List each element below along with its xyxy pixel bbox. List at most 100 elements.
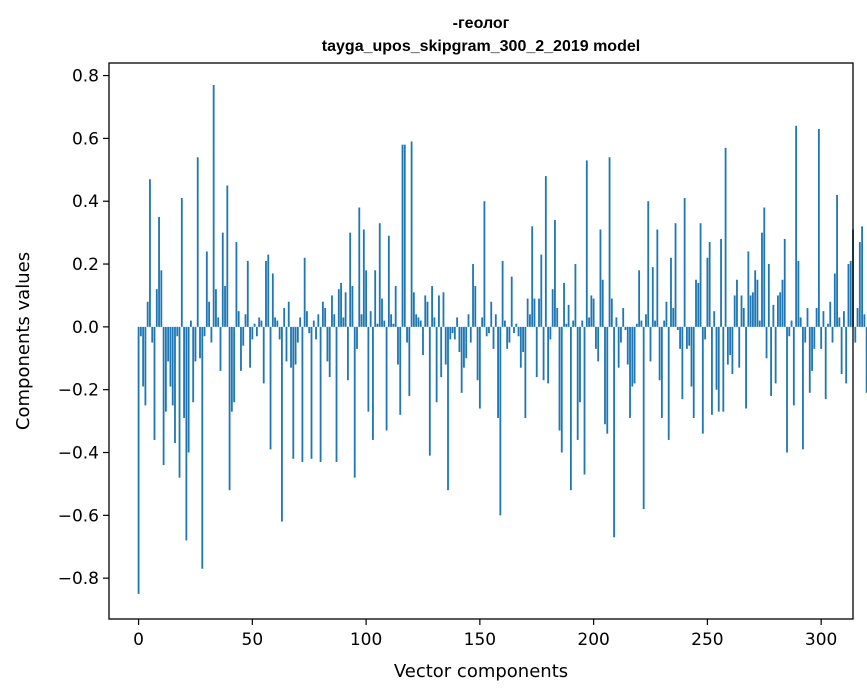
bar-267	[745, 326, 747, 409]
bar-110	[387, 235, 390, 327]
bar-176	[538, 298, 540, 327]
bar-184	[556, 308, 559, 327]
bar-52	[255, 326, 258, 337]
bar-180	[547, 326, 550, 384]
bar-152	[483, 201, 486, 327]
bar-230	[660, 326, 663, 418]
bar-121	[412, 292, 415, 327]
bar-92	[346, 326, 349, 381]
bar-44	[237, 311, 240, 327]
bar-80	[319, 326, 322, 462]
x-tick-label: 0	[133, 630, 144, 650]
bar-276	[765, 326, 768, 359]
bar-201	[594, 326, 597, 349]
bar-94	[351, 286, 354, 327]
bar-67	[290, 326, 292, 368]
bar-89	[340, 282, 342, 327]
bar-295	[808, 326, 811, 393]
bar-87	[335, 326, 338, 462]
bar-277	[767, 264, 770, 327]
bar-202	[597, 326, 600, 362]
bar-82	[324, 308, 327, 327]
bar-286	[788, 326, 791, 337]
bar-215	[626, 326, 629, 365]
bar-134	[442, 292, 445, 327]
bar-250	[706, 257, 709, 327]
bar-124	[419, 320, 422, 327]
bar-40	[228, 326, 231, 491]
bar-2	[142, 326, 145, 387]
bar-86	[333, 314, 336, 327]
bar-34	[215, 289, 217, 327]
bar-95	[353, 326, 356, 478]
bar-126	[424, 295, 427, 327]
bar-46	[242, 326, 245, 346]
bar-78	[315, 326, 317, 340]
x-tick-label: 150	[464, 630, 496, 650]
bar-74	[306, 311, 308, 327]
bar-72	[301, 326, 304, 462]
bar-210	[615, 317, 618, 327]
bar-198	[588, 317, 590, 327]
bar-216	[629, 326, 631, 418]
bar-128	[428, 326, 431, 456]
bar-308	[838, 317, 841, 327]
bar-204	[601, 279, 604, 327]
bar-305	[831, 326, 834, 343]
x-tick-label: 50	[242, 630, 264, 650]
bar-15	[171, 326, 174, 406]
bars-group	[137, 84, 867, 594]
bar-278	[770, 326, 772, 396]
bar-200	[592, 298, 595, 327]
bar-93	[349, 232, 352, 327]
bar-69	[294, 326, 297, 365]
bar-47	[244, 314, 247, 327]
bar-268	[747, 251, 750, 327]
bar-258	[724, 147, 727, 327]
bar-26	[196, 157, 199, 327]
bar-177	[540, 254, 543, 327]
bar-51	[253, 323, 256, 327]
bar-219	[635, 323, 638, 327]
bar-59	[271, 273, 274, 327]
bar-88	[337, 289, 340, 327]
bar-60	[274, 317, 276, 327]
bar-120	[410, 141, 413, 327]
bar-242	[688, 326, 691, 346]
bar-293	[804, 326, 807, 343]
x-axis-label: Vector components	[394, 661, 568, 682]
bar-238	[679, 326, 681, 349]
bar-133	[440, 326, 443, 378]
bar-137	[449, 326, 452, 340]
bar-246	[697, 282, 700, 327]
x-axis-ticks: 0 50 100 150 200 250 300	[133, 619, 837, 650]
bar-264	[738, 326, 741, 368]
bar-178	[542, 326, 545, 381]
bar-56	[265, 260, 267, 327]
bar-237	[676, 326, 679, 330]
bar-112	[392, 323, 395, 327]
bar-229	[658, 326, 661, 381]
bar-298	[815, 308, 818, 327]
bar-6	[151, 326, 154, 343]
bar-132	[438, 295, 440, 327]
bar-108	[383, 320, 386, 327]
bar-33	[212, 84, 215, 327]
bar-43	[235, 242, 238, 327]
bar-119	[408, 326, 411, 396]
bar-7	[153, 326, 156, 440]
bar-303	[827, 323, 829, 327]
bar-166	[515, 323, 518, 327]
bar-160	[501, 260, 504, 327]
bar-144	[465, 326, 468, 359]
bar-206	[606, 326, 609, 434]
bar-41	[230, 326, 233, 412]
bar-71	[299, 317, 302, 327]
bar-31	[208, 301, 211, 327]
bar-3	[144, 326, 147, 406]
bar-91	[344, 292, 347, 327]
bar-222	[642, 326, 645, 510]
bar-226	[651, 267, 654, 327]
bar-271	[754, 270, 757, 327]
bar-256	[720, 238, 722, 327]
